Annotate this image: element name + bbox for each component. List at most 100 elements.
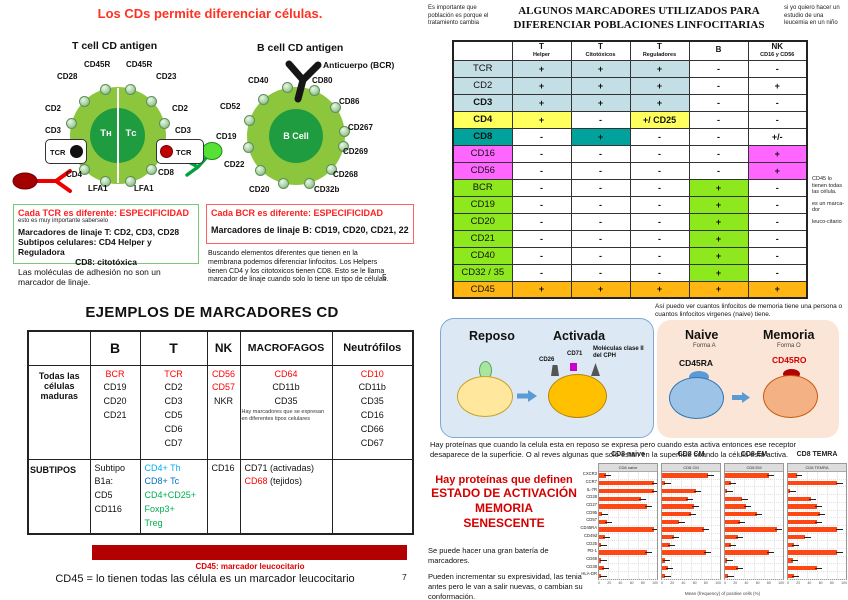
error-whisker [663, 575, 671, 577]
marker-table-row: BCR - - - + - [452, 178, 808, 197]
marker-value-cell: - [688, 59, 749, 78]
chart-panel-title: CD8 EM [740, 451, 768, 458]
marker-value-cell: - [747, 263, 808, 282]
note-left: Es importante que población es porque el… [428, 5, 489, 26]
marker-value-cell: - [747, 229, 808, 248]
ejemplos-cell: CD4+ Th CD8+ Tc CD4+CD25+ Foxp3+ Treg [139, 458, 208, 535]
marker-item: TCR [164, 368, 183, 379]
marker-item: Foxp3+ [144, 504, 175, 515]
marker-value-cell: - [747, 59, 808, 78]
marker-table-body: TCR + + + - - CD2 + + + - + CD3 + + + - - CD4 + - +/ CD25- - CD… [452, 59, 808, 299]
bar-row [599, 541, 657, 550]
tcr-label: TCR [176, 148, 192, 157]
marker-value-cell: +/ CD25 [629, 110, 690, 129]
naive-cell-icon [669, 377, 724, 419]
marker-value-cell: - [570, 178, 631, 197]
error-whisker [601, 567, 609, 569]
cd-marker-label: CD20 [249, 185, 270, 194]
bar-row [599, 511, 657, 519]
marker-table-corner [452, 40, 513, 61]
marker-value-cell: - [511, 263, 572, 282]
error-whisker [766, 475, 774, 477]
receptor-knob-icon [78, 96, 90, 108]
bar-row [725, 572, 783, 580]
chart-panel-title: CD8 CM [677, 451, 705, 458]
cd45-red-caption: CD45: marcador leucocitario [195, 562, 305, 571]
y-axis-label: CD27 [586, 502, 597, 507]
cd-marker-label: CD3 [45, 126, 62, 135]
tcr-dot-red-icon [160, 145, 173, 158]
error-whisker [599, 575, 607, 577]
bar-row [725, 503, 783, 511]
x-axis-ticks: 0 20 40 60 80 100 [724, 581, 784, 585]
bcr-specificity-box: Cada BCR es diferente: ESPECIFICIDAD Mar… [206, 204, 414, 244]
y-axis-label: CD45RA [580, 525, 597, 531]
bar-row [725, 487, 783, 496]
marker-item: CD35 [274, 396, 298, 407]
bar [788, 535, 806, 540]
y-axis-label: CD49d [583, 532, 597, 538]
bar-row [788, 534, 846, 542]
page-title: Los CDs permite diferenciar células. [97, 6, 323, 21]
bar-row [725, 518, 783, 526]
marker-value-cell: - [688, 110, 749, 129]
marker-item: CD7 [164, 438, 183, 449]
bar-row [599, 557, 657, 565]
bar [725, 565, 738, 571]
bar [725, 519, 740, 524]
error-whisker [686, 498, 694, 500]
bar-row [725, 549, 783, 557]
bar [599, 527, 655, 532]
bar-row [788, 572, 846, 580]
marker-value-cell: - [511, 246, 572, 265]
error-whisker [663, 560, 671, 562]
marker-item: CD67 [360, 438, 384, 449]
marker-value-cell: - [629, 246, 690, 265]
marker-col-header-sub: Citotóxicos [585, 52, 616, 59]
ejemplos-cell: CD56 CD57 NKR [206, 364, 241, 460]
marker-value-cell: + [511, 59, 572, 78]
marker-value-cell: + [570, 76, 631, 95]
ejemplos-cell [331, 458, 414, 535]
bar [662, 542, 671, 548]
marker-item: CD8+ Tc [144, 476, 180, 487]
reposo-label: Reposo [469, 329, 515, 343]
x-axis-title: Mean (frequency) of positive cells (%) [684, 591, 761, 596]
error-whisker [603, 537, 610, 539]
error-whisker [795, 475, 803, 477]
marker-item: BCR [105, 368, 125, 379]
receptor-knob-icon [124, 83, 136, 95]
activation-box: Reposo Activada CD26 CD71 Moléculas clas… [440, 318, 654, 438]
marker-item: CD68 (tejidos) [245, 475, 331, 489]
cd-marker-label: CD22 [224, 160, 245, 169]
marker-col-header-top: T [539, 42, 544, 52]
t-cell-heading: T cell CD antigen [72, 40, 158, 52]
marker-item: CD6 [164, 424, 183, 435]
error-whisker [725, 560, 733, 562]
ejemplos-cell: BCR CD19 CD20 CD21 [89, 364, 141, 460]
marker-value-cell: + [629, 93, 690, 112]
error-whisker [790, 560, 798, 562]
marker-table-row: CD40- - - + - [452, 246, 808, 265]
x-tick: 0 [598, 581, 600, 585]
bar-row [788, 518, 846, 526]
cd-marker-label: CD80 [312, 76, 333, 85]
bar [788, 481, 838, 486]
cd-marker-label: CD269 [343, 147, 368, 156]
bar-row [599, 503, 657, 511]
marker-value-cell: + [629, 76, 690, 95]
marker-col-header-top: T [657, 42, 662, 52]
cd-marker-label: CD268 [333, 170, 358, 179]
bar [725, 511, 757, 517]
marker-row-label: CD8 [452, 127, 513, 146]
bar [662, 488, 696, 494]
x-tick: 40 [807, 581, 812, 585]
x-tick: 60 [755, 581, 760, 585]
naive-label: Naive [685, 328, 719, 342]
receptor-knob-icon [100, 83, 112, 95]
ejemplos-row: SUBTIPOS Subtipo B1a: CD5 CD116 CD4+ Th CD8+ T… [27, 458, 414, 535]
ejemplos-col-header: MACROFAGOS [239, 330, 333, 366]
y-axis-label: CD69 [586, 555, 597, 561]
cd45-caption: CD45 = lo tienen todas las célula es un … [55, 573, 355, 585]
